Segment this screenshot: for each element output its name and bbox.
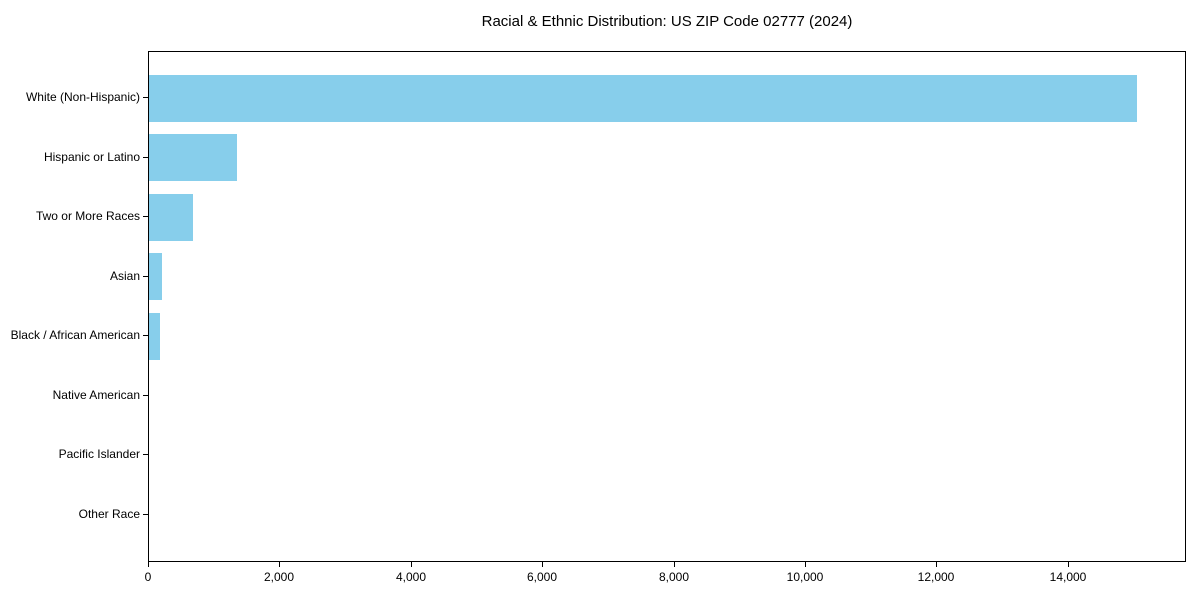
y-tick-label-native-american: Native American [52, 388, 140, 402]
y-tick-label-other-race: Other Race [78, 507, 140, 521]
y-tick-mark [143, 276, 148, 277]
y-tick-label-two-or-more-races: Two or More Races [35, 209, 140, 223]
y-tick-mark [143, 395, 148, 396]
y-tick-label-asian: Asian [109, 269, 140, 283]
chart-title: Racial & Ethnic Distribution: US ZIP Cod… [481, 13, 853, 30]
y-tick-mark [143, 335, 148, 336]
y-tick-label-black-african-american: Black / African American [10, 328, 140, 342]
x-tick-mark [936, 562, 937, 567]
x-tick-mark [1068, 562, 1069, 567]
x-tick-mark [279, 562, 280, 567]
y-tick-mark [143, 97, 148, 98]
plot-area [148, 51, 1186, 562]
y-tick-mark [143, 157, 148, 158]
x-tick-mark [674, 562, 675, 567]
x-tick-label-4000: 4,000 [395, 570, 427, 584]
bar-hispanic-or-latino [149, 134, 237, 181]
y-tick-label-white-non-hispanic: White (Non-Hispanic) [25, 90, 140, 104]
y-tick-mark [143, 514, 148, 515]
x-tick-mark [805, 562, 806, 567]
y-tick-mark [143, 454, 148, 455]
y-tick-label-pacific-islander: Pacific Islander [58, 447, 140, 461]
bar-white-non-hispanic [149, 74, 1137, 122]
y-tick-mark [143, 216, 148, 217]
x-tick-label-10000: 10,000 [786, 570, 824, 584]
x-tick-label-14000: 14,000 [1049, 570, 1087, 584]
bar-black-african-american [149, 312, 160, 360]
x-tick-mark [542, 562, 543, 567]
x-tick-mark [411, 562, 412, 567]
x-tick-mark [148, 562, 149, 567]
y-tick-label-hispanic-or-latino: Hispanic or Latino [43, 150, 140, 164]
x-tick-label-12000: 12,000 [917, 570, 955, 584]
bar-two-or-more-races [149, 193, 193, 241]
x-tick-label-6000: 6,000 [526, 570, 558, 584]
x-tick-label-2000: 2,000 [263, 570, 295, 584]
x-tick-label-8000: 8,000 [658, 570, 690, 584]
x-tick-label-0: 0 [144, 570, 152, 584]
bar-asian [149, 253, 162, 300]
